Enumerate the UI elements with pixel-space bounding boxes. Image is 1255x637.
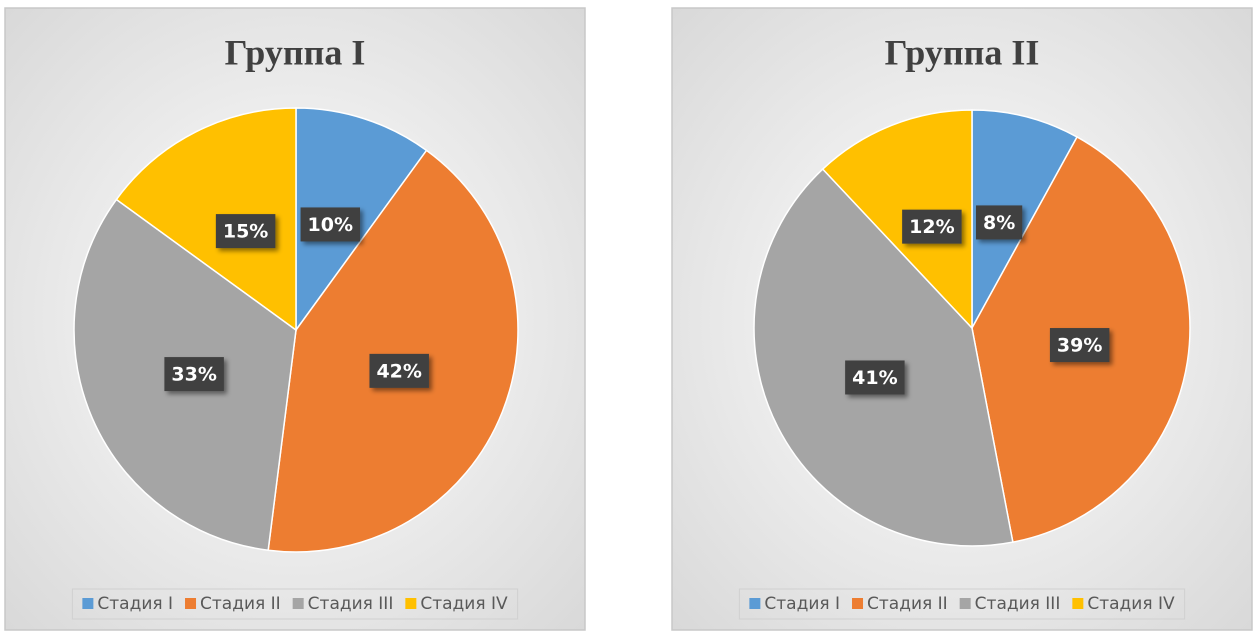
data-label-box <box>902 209 962 244</box>
legend: Стадия I Стадия II Стадия III Стадия IV <box>738 588 1186 620</box>
chart: Группа II8%39%41%12%Стадия I Стадия II Ста… <box>671 7 1253 631</box>
data-label: 42% <box>376 360 421 382</box>
legend-box <box>738 588 1186 620</box>
data-label-box <box>1049 328 1110 363</box>
pie-slice <box>821 109 973 330</box>
data-label: 10% <box>308 214 353 236</box>
data-label: 41% <box>852 367 897 389</box>
pie-slice <box>753 168 1014 547</box>
legend-marker <box>185 598 197 609</box>
data-label: 12% <box>909 216 954 238</box>
data-label-box <box>215 214 276 249</box>
legend-label: Стадия III <box>975 594 1061 614</box>
legend-marker <box>82 598 94 609</box>
chart-title: Группа II <box>885 32 1040 72</box>
legend-marker <box>749 598 761 609</box>
legend-label: Стадия III <box>308 594 394 614</box>
legend-marker <box>852 598 864 609</box>
pie-slice <box>267 149 519 553</box>
legend-label: Стадия IV <box>420 594 508 614</box>
legend-box <box>71 588 519 620</box>
data-label: 33% <box>171 364 216 386</box>
data-label: 8% <box>983 212 1015 234</box>
data-label-box <box>300 207 361 242</box>
pie-slice <box>295 107 428 333</box>
pie-slice <box>971 109 1079 329</box>
chart: Группа I10%42%33%15%Стадия I Стадия II Ста… <box>4 7 586 631</box>
legend-marker <box>1072 598 1084 609</box>
chart-title: Группа I <box>225 32 366 72</box>
legend-marker <box>959 598 971 609</box>
data-label-box <box>975 205 1023 240</box>
legend-label: Стадия II <box>867 594 948 614</box>
legend-marker <box>405 598 417 609</box>
legend-label: Стадия I <box>764 594 840 614</box>
pie-slice <box>115 107 297 332</box>
data-label: 39% <box>1057 335 1102 357</box>
data-label-box <box>369 353 429 388</box>
legend-label: Стадия I <box>97 594 173 614</box>
legend-label: Стадия II <box>200 594 281 614</box>
legend-label: Стадия IV <box>1087 594 1175 614</box>
data-label-box <box>164 357 224 392</box>
data-label: 15% <box>223 221 268 243</box>
legend-marker <box>292 598 304 609</box>
data-label-box <box>845 360 905 395</box>
legend: Стадия I Стадия II Стадия III Стадия IV <box>71 588 519 620</box>
